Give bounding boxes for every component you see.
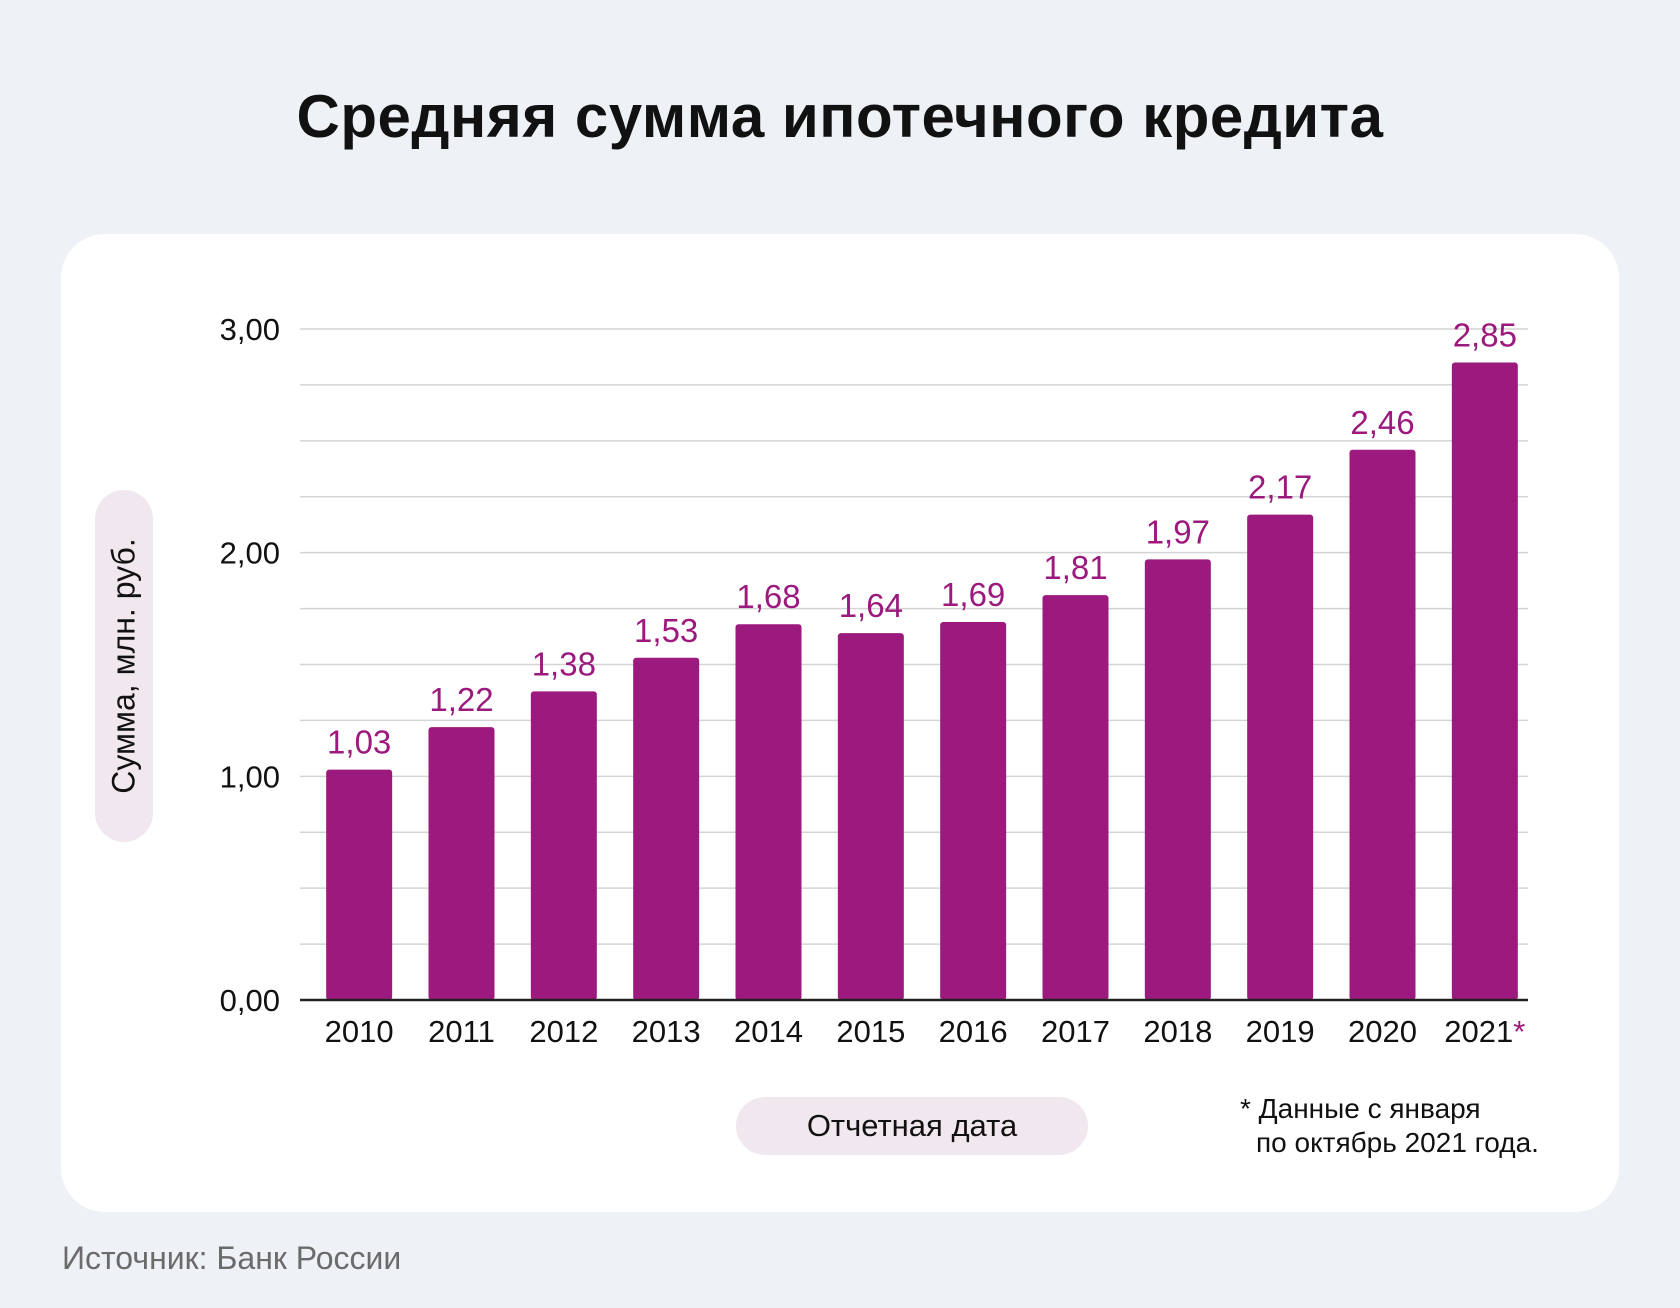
value-label-2016: 1,69 (941, 576, 1005, 613)
value-label-2018: 1,97 (1146, 513, 1210, 550)
value-label-2017: 1,81 (1043, 549, 1107, 586)
bar-2014 (735, 624, 802, 1000)
value-label-2013: 1,53 (634, 612, 698, 649)
x-tick-label-2011: 2011 (428, 1014, 495, 1049)
chart-title: Средняя сумма ипотечного кредита (296, 83, 1384, 150)
value-label-2015: 1,64 (839, 587, 903, 624)
x-tick-label-2014: 2014 (734, 1014, 803, 1049)
footnote-line-2: по октябрь 2021 года. (1256, 1127, 1539, 1158)
x-tick-label-2016: 2016 (939, 1014, 1008, 1049)
x-tick-label-2019: 2019 (1246, 1014, 1315, 1049)
value-label-2020: 2,46 (1350, 404, 1414, 441)
x-axis-label: Отчетная дата (736, 1097, 1088, 1155)
value-label-2014: 1,68 (736, 578, 800, 615)
value-label-2011: 1,22 (429, 681, 493, 718)
bar-2020 (1349, 449, 1416, 1000)
value-label-2019: 2,17 (1248, 469, 1312, 506)
bar-2021 (1451, 362, 1518, 1000)
footnote: * Данные с января по октябрь 2021 года. (1240, 1092, 1539, 1160)
x-tick-labels: 2010 2011 2012 2013 2014 2015 2016 2017 2018 2019… (325, 1014, 1526, 1049)
y-tick-labels: 0,00 1,00 2,00 3,00 (220, 312, 280, 1018)
x-tick-label-2015: 2015 (836, 1014, 905, 1049)
source-note: Источник: Банк России (62, 1240, 402, 1276)
bar-2015 (837, 633, 904, 1000)
x-tick-label-2012: 2012 (529, 1014, 598, 1049)
bar-2018 (1144, 559, 1211, 1000)
y-tick-label: 1,00 (220, 759, 280, 794)
bar-2016 (940, 622, 1007, 1000)
value-label-2012: 1,38 (532, 645, 596, 682)
footnote-line-1: * Данные с января (1240, 1093, 1481, 1124)
y-axis-label-pill (95, 490, 153, 842)
bar-2017 (1042, 595, 1109, 1000)
bar-2019 (1247, 514, 1314, 1000)
value-labels: 1,03 1,22 1,38 1,53 1,68 1,64 1,69 1,81 1,97 2,17… (327, 317, 1517, 761)
bar-2013 (633, 657, 700, 1000)
x-tick-label-2013: 2013 (632, 1014, 701, 1049)
bars (326, 362, 1518, 1000)
y-tick-label: 0,00 (220, 983, 280, 1018)
gridlines (300, 328, 1528, 945)
bar-2010 (326, 769, 393, 1000)
y-tick-label: 2,00 (220, 536, 280, 571)
x-tick-label-2017: 2017 (1041, 1014, 1110, 1049)
footnote-marker: * (1513, 1014, 1525, 1049)
bar-2011 (428, 727, 495, 1000)
x-tick-label-2018: 2018 (1143, 1014, 1212, 1049)
bar-2012 (530, 691, 597, 1000)
x-tick-label-2021: 2021* (1444, 1014, 1525, 1049)
x-tick-label-2020: 2020 (1348, 1014, 1417, 1049)
x-tick-label-2010: 2010 (325, 1014, 394, 1049)
y-tick-label: 3,00 (220, 312, 280, 347)
value-label-2021: 2,85 (1453, 317, 1517, 354)
value-label-2010: 1,03 (327, 724, 391, 761)
